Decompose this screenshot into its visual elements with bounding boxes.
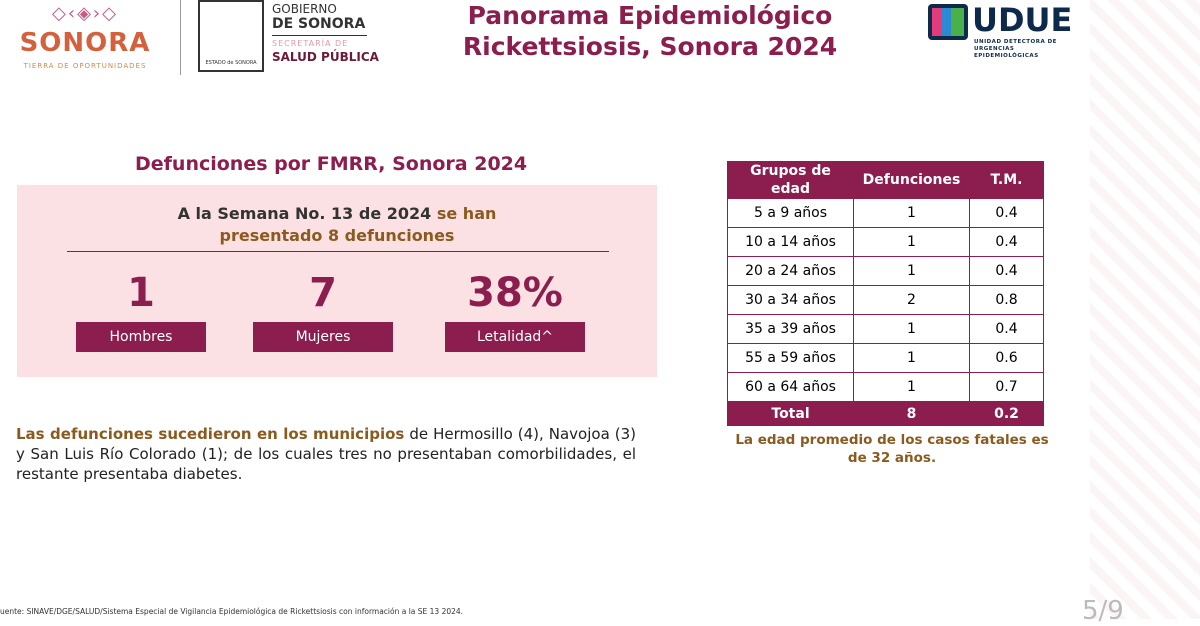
age-group-table: Grupos de edad Defunciones T.M. 5 a 9 añ… bbox=[727, 161, 1044, 426]
gobierno-logo: GOBIERNO DE SONORA SECRETARÍA DE SALUD P… bbox=[272, 2, 379, 65]
table-cell: 0.6 bbox=[969, 343, 1044, 373]
table-cell: 1 bbox=[853, 198, 970, 228]
table-cell: 55 a 59 años bbox=[727, 343, 854, 373]
table-cell: 5 a 9 años bbox=[727, 198, 854, 228]
source-footnote: uente: SINAVE/DGE/SALUD/Sistema Especial… bbox=[0, 607, 464, 616]
udue-sub2: URGENCIAS EPIDEMIOLÓGICAS bbox=[974, 46, 1039, 59]
stat-value: 38% bbox=[467, 270, 563, 316]
divider bbox=[180, 0, 181, 75]
municipios-paragraph: Las defunciones sucedieron en los munici… bbox=[16, 424, 636, 484]
gobierno-line2: DE SONORA bbox=[272, 16, 366, 32]
divider bbox=[67, 251, 609, 252]
stat-label: Mujeres bbox=[253, 322, 393, 352]
table-cell: 1 bbox=[853, 372, 970, 402]
table-cell: 0.8 bbox=[969, 285, 1044, 315]
sonora-logo: ◇‹◈›◇ SONORA TIERRA DE OPORTUNIDADES bbox=[10, 0, 160, 74]
seal-text: ESTADO de SONORA bbox=[205, 60, 257, 66]
table-cell: Total bbox=[727, 401, 854, 426]
table-cell: 0.4 bbox=[969, 227, 1044, 257]
table-cell: 0.4 bbox=[969, 314, 1044, 344]
udue-word: UDUE bbox=[972, 1, 1073, 39]
stat-value: 1 bbox=[127, 270, 155, 316]
table-row: 60 a 64 años 1 0.7 bbox=[727, 372, 1044, 402]
section-title: Defunciones por FMRR, Sonora 2024 bbox=[135, 153, 528, 175]
page-title: Panorama Epidemiológico Rickettsiosis, S… bbox=[420, 0, 880, 62]
divider bbox=[272, 35, 367, 36]
table-cell: 0.7 bbox=[969, 372, 1044, 402]
summary-headline: A la Semana No. 13 de 2024 se han presen… bbox=[137, 203, 537, 247]
sonora-pattern-icon: ◇‹◈›◇ bbox=[52, 3, 118, 24]
stat-label: Letalidad^ bbox=[445, 322, 585, 352]
column-header: T.M. bbox=[969, 161, 1044, 199]
table-row: 5 a 9 años 1 0.4 bbox=[727, 198, 1044, 228]
stat-letalidad: 38% Letalidad^ bbox=[445, 270, 585, 352]
average-age-note: La edad promedio de los casos fatales es… bbox=[735, 432, 1049, 466]
table-cell: 1 bbox=[853, 314, 970, 344]
summary-box: A la Semana No. 13 de 2024 se han presen… bbox=[17, 185, 657, 377]
table-cell: 1 bbox=[853, 227, 970, 257]
stat-value: 7 bbox=[309, 270, 337, 316]
table-cell: 8 bbox=[853, 401, 970, 426]
table-cell: 10 a 14 años bbox=[727, 227, 854, 257]
table-row: 20 a 24 años 1 0.4 bbox=[727, 256, 1044, 286]
paragraph-text: de Hermosillo (4), Navojoa (3) y San Lui… bbox=[16, 425, 636, 483]
table-cell: 1 bbox=[853, 343, 970, 373]
gobierno-line1: GOBIERNO bbox=[272, 2, 337, 16]
headline-part2: se han presentado 8 defunciones bbox=[219, 204, 497, 245]
table-cell: 0.2 bbox=[969, 401, 1044, 426]
page-number: 5/9 bbox=[1082, 596, 1124, 626]
table-cell: 20 a 24 años bbox=[727, 256, 854, 286]
state-seal-icon: ESTADO de SONORA bbox=[198, 0, 264, 72]
table-cell: 35 a 39 años bbox=[727, 314, 854, 344]
table-row: 10 a 14 años 1 0.4 bbox=[727, 227, 1044, 257]
title-line1: Panorama Epidemiológico bbox=[467, 1, 833, 30]
table-cell: 0.4 bbox=[969, 256, 1044, 286]
paragraph-bold: Las defunciones sucedieron en los munici… bbox=[16, 425, 405, 443]
table-cell: 30 a 34 años bbox=[727, 285, 854, 315]
column-header: Defunciones bbox=[853, 161, 970, 199]
table-cell: 60 a 64 años bbox=[727, 372, 854, 402]
stat-hombres: 1 Hombres bbox=[76, 270, 206, 352]
udue-subtitle: UNIDAD DETECTORA DE URGENCIAS EPIDEMIOLÓG… bbox=[974, 39, 1078, 60]
table-header-row: Grupos de edad Defunciones T.M. bbox=[727, 161, 1044, 199]
column-header: Grupos de edad bbox=[727, 161, 854, 199]
table-total-row: Total 8 0.2 bbox=[727, 401, 1044, 426]
stat-mujeres: 7 Mujeres bbox=[253, 270, 393, 352]
udue-sub1: UNIDAD DETECTORA DE bbox=[974, 39, 1057, 45]
udue-logo: UDUE UNIDAD DETECTORA DE URGENCIAS EPIDEM… bbox=[928, 1, 1078, 59]
salud-text: SALUD PÚBLICA bbox=[272, 50, 379, 64]
headline-part1: A la Semana No. 13 de 2024 bbox=[177, 204, 432, 223]
table-row: 35 a 39 años 1 0.4 bbox=[727, 314, 1044, 344]
secretaria-text: SECRETARÍA DE bbox=[272, 39, 349, 48]
title-line2: Rickettsiosis, Sonora 2024 bbox=[462, 32, 838, 61]
table-cell: 1 bbox=[853, 256, 970, 286]
monitor-chart-icon bbox=[928, 4, 968, 40]
decorative-pattern bbox=[1090, 0, 1200, 619]
sonora-logo-word: SONORA bbox=[19, 28, 151, 58]
table-row: 30 a 34 años 2 0.8 bbox=[727, 285, 1044, 315]
sonora-logo-tagline: TIERRA DE OPORTUNIDADES bbox=[23, 62, 147, 70]
table-cell: 2 bbox=[853, 285, 970, 315]
stat-label: Hombres bbox=[76, 322, 206, 352]
table-row: 55 a 59 años 1 0.6 bbox=[727, 343, 1044, 373]
table-cell: 0.4 bbox=[969, 198, 1044, 228]
